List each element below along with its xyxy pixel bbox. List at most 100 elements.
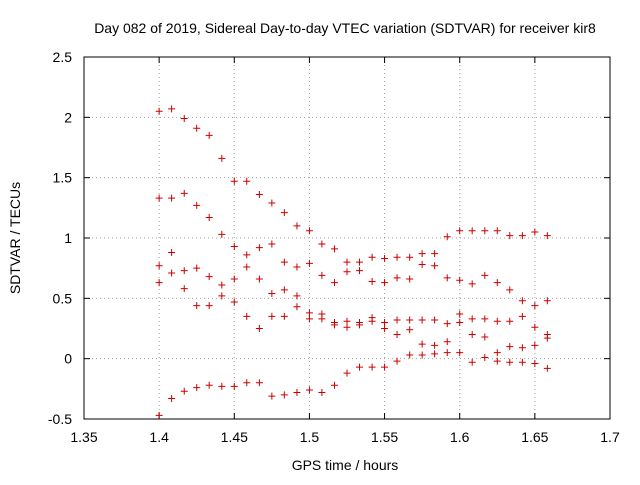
data-point	[205, 381, 213, 389]
data-point	[406, 351, 414, 359]
data-point	[280, 209, 288, 217]
data-point	[343, 317, 351, 325]
data-point	[155, 279, 163, 287]
data-point	[205, 302, 213, 310]
data-point	[243, 251, 251, 259]
x-tick-label: 1.5	[300, 429, 320, 445]
data-point	[155, 411, 163, 419]
data-point	[481, 353, 489, 361]
data-point	[193, 384, 201, 392]
x-tick-label: 1.6	[450, 429, 470, 445]
data-point	[193, 124, 201, 132]
data-point	[255, 191, 263, 199]
data-point	[193, 302, 201, 310]
data-point	[456, 227, 464, 235]
data-point	[218, 281, 226, 289]
data-point	[493, 279, 501, 287]
data-point	[243, 312, 251, 320]
data-point	[343, 369, 351, 377]
data-point	[381, 325, 389, 332]
data-point	[393, 253, 401, 261]
y-tick-label: 0.5	[53, 290, 73, 306]
data-point	[318, 315, 326, 323]
plot-frame	[83, 56, 611, 420]
data-point	[180, 115, 188, 123]
data-point	[230, 298, 238, 306]
data-point	[506, 286, 514, 294]
data-point	[468, 227, 476, 235]
data-point	[268, 312, 276, 320]
x-tick-label: 1.7	[600, 429, 620, 445]
data-point	[431, 350, 439, 358]
data-point	[230, 275, 238, 283]
data-point	[456, 318, 464, 326]
data-point	[293, 292, 301, 300]
data-point	[406, 275, 414, 283]
data-point	[343, 323, 351, 331]
data-point	[305, 386, 313, 394]
data-point	[305, 315, 313, 323]
data-point	[481, 227, 489, 235]
data-point	[205, 213, 213, 221]
data-point	[443, 349, 451, 357]
data-point	[293, 388, 301, 396]
y-tick-label: 2	[64, 109, 72, 125]
data-point	[155, 262, 163, 270]
data-point	[268, 290, 276, 298]
data-point	[493, 357, 501, 365]
data-point	[293, 263, 301, 271]
data-point	[355, 321, 363, 329]
data-point	[180, 387, 188, 395]
data-point	[418, 250, 426, 258]
data-point	[418, 261, 426, 269]
data-point	[481, 315, 489, 323]
y-tick-label: 2.5	[53, 49, 73, 65]
data-point	[456, 310, 464, 318]
data-point	[355, 267, 363, 275]
data-point	[531, 359, 539, 367]
data-point	[456, 276, 464, 284]
data-point	[193, 264, 201, 272]
data-point	[381, 279, 389, 287]
data-point	[443, 320, 451, 328]
data-point	[293, 303, 301, 311]
data-point	[193, 201, 201, 209]
data-point	[293, 222, 301, 230]
data-point	[255, 275, 263, 283]
data-point	[255, 244, 263, 252]
data-point	[155, 107, 163, 115]
data-point	[305, 309, 313, 317]
data-point	[468, 315, 476, 323]
data-point	[268, 392, 276, 400]
data-point	[318, 271, 326, 279]
data-point	[268, 199, 276, 207]
data-point	[230, 177, 238, 185]
data-point	[531, 341, 539, 349]
data-point	[255, 325, 263, 332]
data-point	[368, 363, 376, 371]
data-point	[230, 382, 238, 390]
data-point	[393, 274, 401, 282]
data-point	[305, 227, 313, 235]
data-point	[406, 316, 414, 324]
data-point	[393, 331, 401, 339]
x-tick-label: 1.45	[221, 429, 248, 445]
data-point	[318, 240, 326, 248]
data-point	[355, 258, 363, 266]
data-point	[493, 227, 501, 235]
data-point	[456, 349, 464, 357]
data-point	[331, 245, 339, 253]
data-point	[205, 131, 213, 139]
data-point	[493, 349, 501, 357]
data-point	[280, 391, 288, 399]
data-point	[506, 358, 514, 366]
data-point	[518, 344, 526, 352]
data-point	[431, 262, 439, 270]
data-point	[443, 274, 451, 282]
data-point	[468, 280, 476, 288]
data-point	[493, 317, 501, 325]
data-point	[168, 248, 176, 256]
y-tick-label: 1.5	[53, 170, 73, 186]
